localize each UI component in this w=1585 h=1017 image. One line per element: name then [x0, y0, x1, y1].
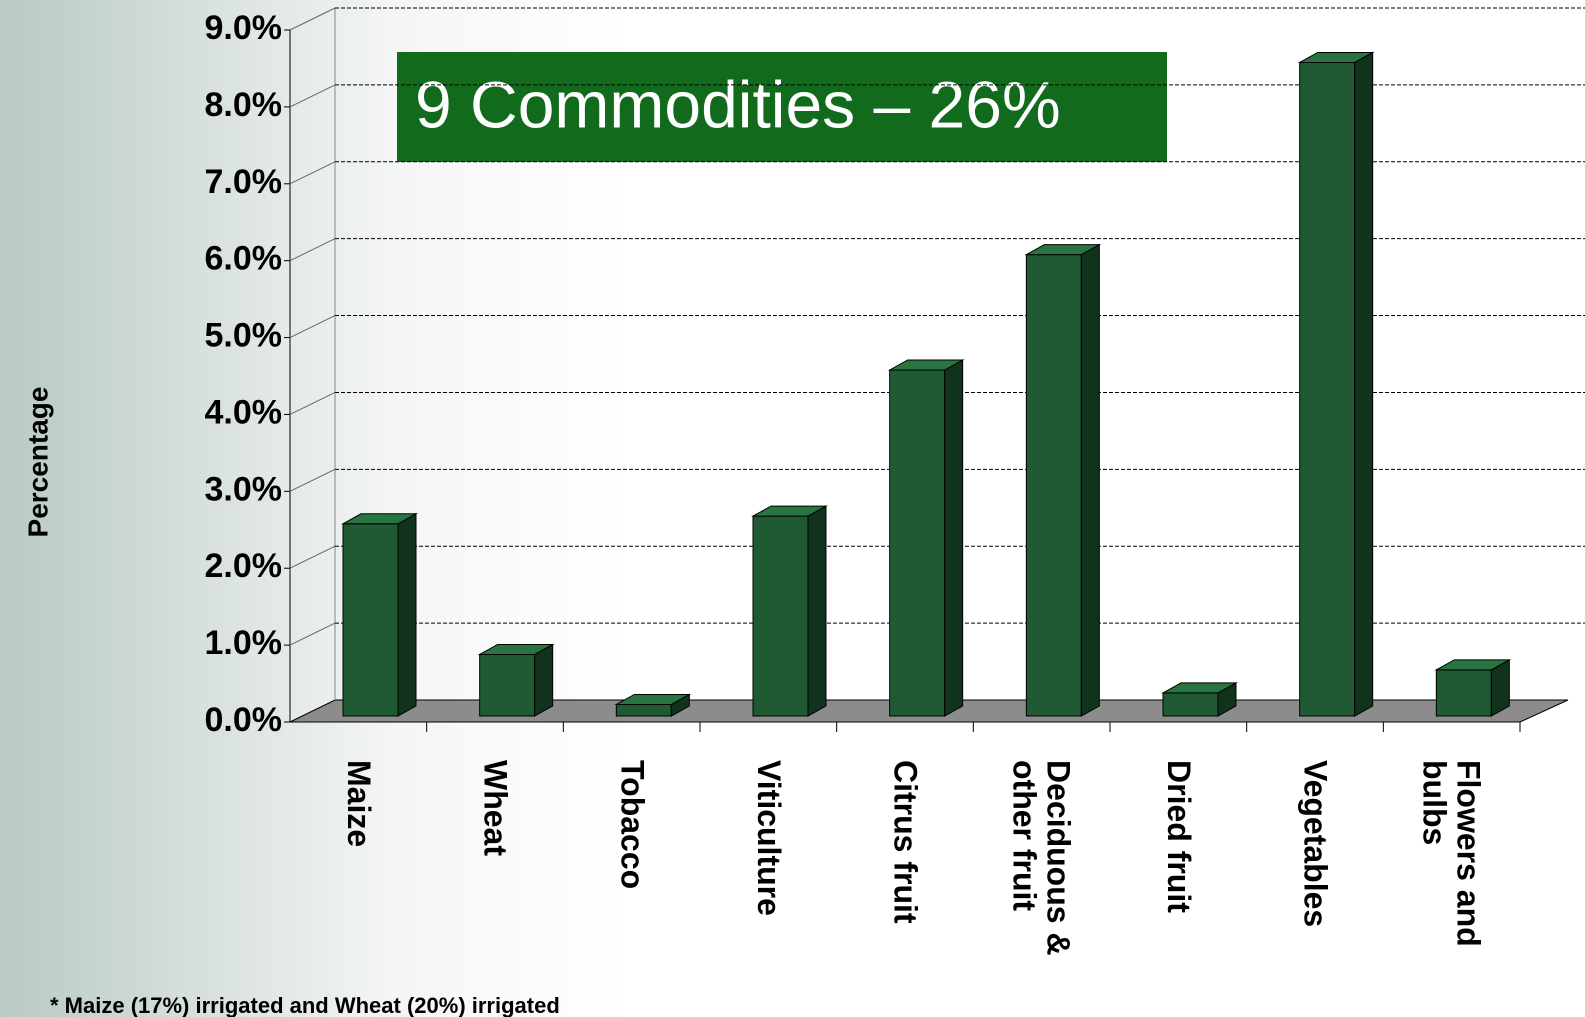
grid-line — [289, 391, 336, 415]
y-tick-label: 2.0% — [205, 547, 283, 585]
x-tick-label-line: Wheat — [478, 760, 514, 856]
bar-front — [1299, 61, 1356, 717]
bar-front — [1025, 254, 1082, 717]
bar — [341, 512, 418, 717]
bar-front — [752, 515, 809, 717]
grid-line — [289, 238, 336, 262]
y-tick-label: 7.0% — [205, 163, 283, 201]
bar-top — [477, 643, 555, 655]
bar-front — [615, 703, 672, 717]
grid-line — [289, 545, 336, 569]
x-tick-label: Deciduous &other fruit — [1006, 760, 1076, 956]
bar — [614, 693, 692, 717]
bar — [1161, 682, 1238, 717]
bar — [887, 359, 965, 717]
x-tick-label-line: Deciduous & — [1040, 760, 1076, 956]
bar-side — [534, 643, 554, 717]
bar-front — [889, 369, 946, 717]
x-tick-label: Vegetables — [1298, 760, 1334, 927]
y-tick-label: 6.0% — [205, 240, 283, 278]
y-tick-label: 1.0% — [205, 624, 283, 662]
x-tick-label-line: Tobacco — [614, 760, 650, 889]
bar — [751, 505, 828, 717]
x-tick-label-line: Vegetables — [1298, 760, 1334, 927]
grid-line — [289, 161, 336, 185]
x-tick-label-line: Citrus fruit — [888, 760, 924, 924]
bar — [1297, 51, 1375, 717]
x-tick-label: Maize — [341, 760, 377, 847]
x-tick-label: Citrus fruit — [888, 760, 924, 924]
bar-top — [341, 513, 418, 525]
grid-line — [289, 7, 336, 31]
x-tick-label: Tobacco — [614, 760, 650, 889]
bar-top — [887, 359, 965, 371]
bar — [477, 643, 555, 717]
bar-side — [397, 512, 417, 717]
bar-top — [1434, 659, 1512, 671]
y-tick-label: 4.0% — [205, 393, 283, 431]
bar — [1024, 243, 1102, 717]
y-tick-label: 8.0% — [205, 86, 283, 124]
y-tick-label: 9.0% — [205, 9, 283, 47]
bar-side — [807, 505, 827, 717]
footnote: * Maize (17%) irrigated and Wheat (20%) … — [50, 993, 560, 1017]
grid-line — [289, 468, 336, 492]
y-tick-label: 3.0% — [205, 470, 283, 508]
grid-line — [289, 622, 336, 646]
bar-top — [1297, 51, 1375, 63]
x-tick-label: Dried fruit — [1161, 760, 1197, 913]
bar-side — [1354, 51, 1374, 717]
x-tick-label-line: Maize — [341, 760, 377, 847]
bar-front — [1435, 669, 1492, 717]
x-tick-label: Wheat — [478, 760, 514, 856]
x-tick-label-line: Dried fruit — [1161, 760, 1197, 913]
grid-line — [289, 315, 336, 339]
bar-top — [751, 505, 828, 517]
x-tick-label-line: bulbs — [1416, 760, 1452, 845]
y-axis-title: Percentage — [22, 387, 53, 538]
x-tick-label-line: other fruit — [1006, 760, 1042, 911]
grid-line — [289, 84, 336, 108]
bar-front — [1162, 692, 1219, 717]
x-tick-label-line: Viticulture — [751, 760, 787, 916]
bar-top — [1024, 244, 1102, 256]
bar-top — [614, 693, 692, 705]
y-tick-label: 5.0% — [205, 317, 283, 355]
bar-side — [944, 359, 964, 717]
x-tick-label-line: Flowers and — [1450, 760, 1486, 947]
bar — [1434, 659, 1512, 717]
annotation-box — [397, 52, 1167, 162]
bar-front — [342, 523, 399, 717]
annotation: 9 Commodities – 26% — [415, 67, 1061, 141]
bar-top — [1161, 682, 1238, 694]
x-tick-label: Viticulture — [751, 760, 787, 916]
y-tick-label: 0.0% — [205, 701, 283, 739]
x-tick-label: Flowers andbulbs — [1416, 760, 1486, 947]
bar-front — [479, 653, 536, 717]
bar-side — [1080, 243, 1100, 717]
